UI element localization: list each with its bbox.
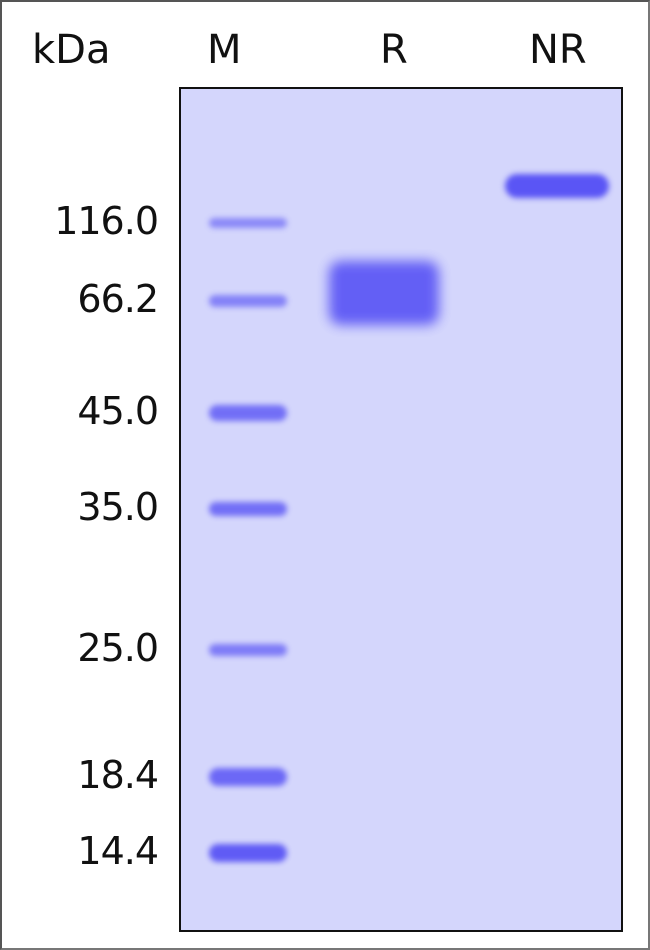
mw-label: 14.4 [77,829,159,873]
marker-band [209,644,287,656]
unit-label: kDa [32,27,111,73]
lane-label-marker: M [207,27,242,73]
marker-band [209,295,287,307]
lane-label-reduced: R [380,27,408,73]
lane-label-nonreduced: NR [529,27,587,73]
marker-band [209,502,287,516]
mw-label: 18.4 [77,753,159,797]
band-nonreduced [505,174,609,198]
marker-band [209,768,287,786]
gel [179,87,623,932]
marker-band [209,844,287,862]
marker-band [209,405,287,421]
mw-label: 35.0 [77,485,159,529]
marker-band [209,218,287,228]
band-reduced [329,261,439,325]
mw-label: 66.2 [77,277,159,321]
mw-label: 45.0 [77,389,159,433]
mw-label: 25.0 [77,626,159,670]
mw-label: 116.0 [54,199,159,243]
